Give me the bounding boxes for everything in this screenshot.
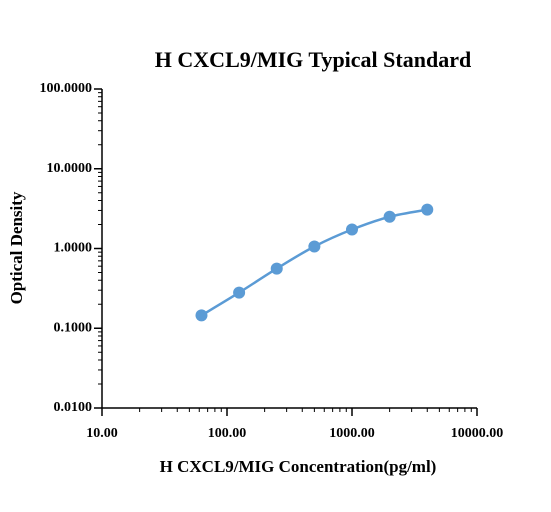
- y-tick-label: 100.0000: [40, 81, 93, 96]
- y-tick-label: 10.0000: [47, 161, 93, 176]
- data-point: [383, 210, 396, 223]
- x-tick-label: 10.00: [86, 426, 118, 441]
- y-tick-label: 0.1000: [54, 320, 93, 335]
- chart-title: H CXCL9/MIG Typical Standard: [155, 47, 471, 72]
- x-tick-label: 10000.00: [451, 426, 504, 441]
- data-point: [270, 262, 283, 275]
- x-tick-label: 1000.00: [329, 426, 375, 441]
- data-point: [421, 203, 434, 216]
- data-point: [308, 240, 321, 253]
- y-tick-label: 0.0100: [54, 400, 93, 415]
- data-point: [346, 223, 358, 236]
- y-tick-label: 1.0000: [54, 241, 93, 256]
- curve: [200, 208, 428, 317]
- x-axis-label: H CXCL9/MIG Concentration(pg/ml): [160, 457, 437, 476]
- x-tick-label: 100.00: [208, 426, 247, 441]
- data-point: [233, 286, 246, 299]
- data-point: [195, 309, 208, 322]
- y-axis-label: Optical Density: [7, 191, 26, 304]
